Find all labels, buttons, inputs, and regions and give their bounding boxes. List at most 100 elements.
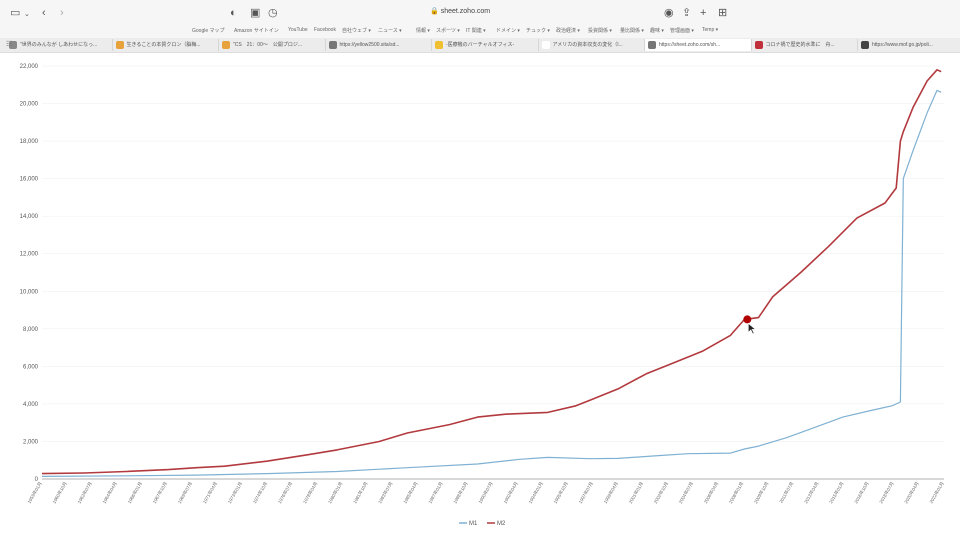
- series-line-m1: [41, 89, 942, 477]
- browser-toolbar: ▭ ⌄ ‹ › ◐ ▣ ◷ 🔒 sheet.zoho.com ◉ ⇪ + ⊞: [0, 0, 960, 26]
- tab-label: https://yellow2500.sita/sd...: [339, 42, 400, 48]
- x-tick-label: 1967年10月: [151, 481, 169, 505]
- tab-label: "CS 21：00〜 公開プロジ...: [233, 42, 303, 48]
- back-icon[interactable]: ‹: [42, 7, 46, 19]
- tab[interactable]: -医療機のバーチャルオフィス-: [432, 39, 539, 51]
- bookmark-item[interactable]: YouTube: [288, 27, 308, 33]
- bookmark-item[interactable]: 情報 ▾: [416, 28, 430, 34]
- highlight-point[interactable]: [743, 315, 752, 324]
- x-tick-label: 1966年01月: [126, 481, 144, 505]
- bookmark-item[interactable]: Temp ▾: [702, 27, 719, 33]
- bookmark-item[interactable]: Facebook: [314, 27, 336, 33]
- x-tick-label: 2016年10月: [852, 481, 870, 505]
- bookmark-item[interactable]: 投資関係 ▾: [588, 28, 612, 34]
- chevron-down-icon[interactable]: ⌄: [24, 11, 30, 18]
- x-tick-label: 2018年07月: [878, 481, 896, 505]
- x-tick-label: 1997年07月: [577, 481, 595, 505]
- bookmark-item[interactable]: 自社ウェブ ▾: [342, 28, 371, 34]
- x-tick-label: 1973年01月: [226, 481, 244, 505]
- tab-grid-icon[interactable]: ☷: [6, 41, 13, 48]
- tab[interactable]: コロナ禍で歴史的水準に 舟...: [752, 39, 858, 51]
- x-tick-label: 1978年04月: [301, 481, 319, 505]
- share-icon[interactable]: ⇪: [682, 7, 692, 19]
- lock-icon: 🔒: [430, 8, 439, 15]
- bookmark-item[interactable]: スポーツ ▾: [436, 28, 460, 34]
- history-icon[interactable]: ◷: [268, 7, 278, 19]
- tab[interactable]: https://yellow2500.sita/sd...: [326, 39, 432, 51]
- bookmark-item[interactable]: チュック ▾: [526, 28, 550, 34]
- tab[interactable]: 生きることの本質クロン（脳梅...: [113, 39, 219, 51]
- address-bar[interactable]: 🔒 sheet.zoho.com: [430, 7, 490, 15]
- extension-icon[interactable]: ◉: [664, 7, 674, 19]
- y-tick-label: 6,000: [23, 364, 39, 370]
- favicon-icon: [861, 41, 869, 49]
- bookmark-item[interactable]: Amazon サイトイン: [234, 28, 279, 34]
- x-tick-label: 1988年10月: [452, 481, 470, 505]
- tab-label: https://www.mof.go.jp/poli...: [872, 42, 933, 48]
- shield-icon[interactable]: ◐: [230, 7, 237, 19]
- reader-icon[interactable]: ▣: [250, 7, 261, 19]
- favicon-icon: [541, 41, 550, 49]
- favicon-icon: [754, 41, 763, 49]
- new-tab-icon[interactable]: +: [700, 7, 707, 19]
- x-tick-label: 1983年07月: [376, 481, 394, 505]
- x-tick-label: 2009年10月: [752, 481, 770, 505]
- forward-icon[interactable]: ›: [60, 7, 64, 19]
- x-tick-label: 1985年04月: [401, 481, 419, 505]
- tab[interactable]: https://sheet.zoho.com/sh...: [645, 39, 752, 51]
- x-tick-label: 1974年10月: [251, 481, 269, 505]
- y-tick-label: 10,000: [20, 289, 39, 295]
- y-tick-label: 0: [35, 477, 39, 483]
- tab-label: 生きることの本質クロン（脳梅...: [126, 42, 201, 48]
- url-text: sheet.zoho.com: [440, 8, 491, 15]
- favicon-icon: [9, 41, 17, 49]
- gridlines: [42, 65, 944, 480]
- x-tick-label: 1980年01月: [326, 481, 344, 505]
- tab-overview-icon[interactable]: ⊞: [718, 7, 728, 19]
- bookmark-item[interactable]: ニュース ▾: [378, 28, 402, 34]
- y-axis-ticks: 0 2,000 4,000 6,000 8,000 10,000 12,000 14,000 1…: [20, 64, 39, 483]
- x-tick-label: 2015年01月: [827, 481, 845, 505]
- favicon-icon: [648, 41, 656, 49]
- series-lines: [41, 68, 942, 477]
- y-tick-label: 12,000: [20, 252, 39, 258]
- favicon-icon: [328, 41, 337, 49]
- tab[interactable]: "世界のみんなが しあわせになっ...: [6, 39, 113, 51]
- y-tick-label: 4,000: [23, 402, 39, 408]
- y-tick-label: 8,000: [23, 327, 39, 333]
- x-tick-label: 1976年07月: [276, 481, 294, 505]
- tab[interactable]: アメリカの資本収支の変化（I...: [539, 39, 645, 51]
- bookmark-item[interactable]: 管理画面 ▾: [670, 28, 694, 34]
- bookmark-item[interactable]: IT 関連 ▾: [466, 28, 486, 34]
- favicon-icon: [222, 41, 230, 49]
- tab[interactable]: https://www.mof.go.jp/poli...: [858, 39, 960, 51]
- x-tick-label: 2006年04月: [702, 481, 720, 505]
- bookmark-item[interactable]: 量比関係 ▾: [620, 28, 644, 34]
- y-tick-label: 20,000: [20, 102, 39, 108]
- favicon-icon: [435, 41, 443, 49]
- tab[interactable]: "CS 21：00〜 公開プロジ...: [219, 39, 326, 51]
- x-tick-label: 1962年07月: [76, 481, 94, 505]
- bookmark-item[interactable]: 政治経済 ▾: [556, 28, 580, 34]
- legend-label: M2: [497, 521, 506, 527]
- x-tick-label: 1981年10月: [351, 481, 369, 505]
- x-tick-label: 1959年01月: [26, 481, 44, 505]
- y-tick-label: 16,000: [20, 177, 39, 183]
- y-tick-label: 22,000: [20, 64, 39, 70]
- bookmark-item[interactable]: ドメイン ▾: [496, 28, 520, 34]
- tab-label: アメリカの資本収支の変化（I...: [552, 42, 623, 48]
- x-tick-label: 1987年01月: [427, 481, 445, 505]
- x-tick-label: 1999年04月: [602, 481, 620, 505]
- tab-label: "世界のみんなが しあわせになっ...: [20, 42, 98, 48]
- x-tick-label: 2022年01月: [928, 481, 946, 505]
- favicon-icon: [115, 41, 124, 49]
- tab-label: https://sheet.zoho.com/sh...: [659, 42, 721, 48]
- bookmark-item[interactable]: Google マップ: [192, 28, 225, 34]
- bookmark-item[interactable]: 趣味 ▾: [650, 28, 664, 34]
- x-tick-label: 1969年07月: [176, 481, 194, 505]
- x-tick-label: 2004年07月: [677, 481, 695, 505]
- x-tick-label: 1971年04月: [201, 481, 219, 505]
- x-tick-label: 2008年01月: [727, 481, 745, 505]
- sidebar-toggle-icon[interactable]: ▭: [10, 7, 21, 19]
- chart: 0 2,000 4,000 6,000 8,000 10,000 12,000 14,000 1…: [20, 64, 946, 527]
